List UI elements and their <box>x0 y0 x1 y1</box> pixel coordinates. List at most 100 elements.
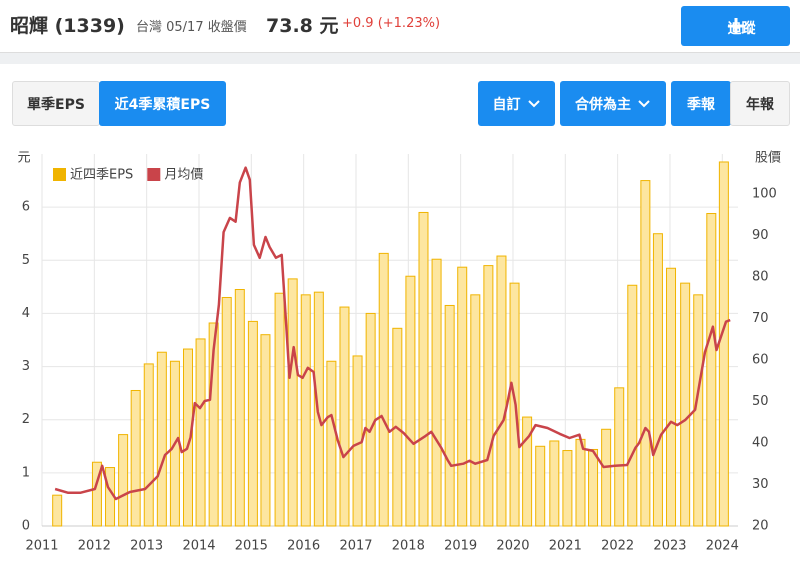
eps-bar <box>640 180 651 527</box>
follow-label: 追蹤 <box>727 21 756 37</box>
y2-tick-label: 60 <box>752 352 769 367</box>
eps-bar <box>652 233 663 527</box>
period-button[interactable]: 季報 <box>671 81 731 126</box>
x-tick-label: 2011 <box>25 539 58 554</box>
x-tick-label: 2014 <box>182 539 215 554</box>
legend-swatch <box>147 168 161 181</box>
x-tick-label: 2013 <box>130 539 163 554</box>
eps-bar <box>549 440 560 527</box>
y-tick-label: 6 <box>22 200 30 215</box>
eps-bar <box>300 294 311 527</box>
x-tick-label: 2024 <box>706 539 739 554</box>
x-tick-label: 2019 <box>444 539 477 554</box>
header: 昭輝 (1339) 台灣 05/17 收盤價 73.8 元 +0.9 (+1.2… <box>0 0 800 53</box>
eps-bar <box>718 161 729 527</box>
eps-bar <box>221 296 232 527</box>
eps-bar <box>601 428 612 527</box>
y-tick-label: 1 <box>22 465 30 480</box>
eps-bar <box>562 450 573 527</box>
legend-swatch <box>53 168 66 181</box>
eps-bar <box>666 267 677 527</box>
x-tick-label: 2023 <box>653 539 686 554</box>
y2-tick-label: 70 <box>752 311 769 326</box>
y2-tick-label: 100 <box>752 186 777 201</box>
filter-dropdown[interactable]: 自訂 <box>478 81 555 126</box>
x-tick-label: 2016 <box>287 539 320 554</box>
y-tick-label: 5 <box>22 253 30 268</box>
x-tick-label: 2022 <box>601 539 634 554</box>
y-tick-label: 2 <box>22 412 30 427</box>
period-button[interactable]: 年報 <box>730 81 790 126</box>
eps-bar <box>52 494 63 527</box>
x-tick-label: 2015 <box>235 539 268 554</box>
y-axis-label: 元 <box>17 151 30 166</box>
eps-bar <box>365 312 376 527</box>
eps-bar <box>287 278 298 527</box>
y2-tick-label: 30 <box>752 477 769 492</box>
eps-bar <box>274 292 285 527</box>
legend-label: 近四季EPS <box>70 168 133 183</box>
eps-bar <box>496 255 507 527</box>
chevron <box>527 99 540 107</box>
x-tick-label: 2018 <box>392 539 425 554</box>
y2-tick-label: 20 <box>752 519 769 534</box>
x-tick-label: 2017 <box>339 539 372 554</box>
chevron <box>638 99 650 107</box>
y2-tick-label: 40 <box>752 435 769 450</box>
y2-tick-label: 90 <box>752 228 769 243</box>
filter-label: 合併為主 <box>575 96 631 113</box>
eps-bar <box>535 445 546 527</box>
eps-bar <box>247 320 258 527</box>
x-tick-label: 2020 <box>496 539 529 554</box>
eps-bar <box>588 448 599 527</box>
y-tick-label: 4 <box>22 306 30 321</box>
y2-tick-label: 80 <box>752 269 769 284</box>
legend-label: 月均價 <box>164 168 203 183</box>
eps-bar <box>208 322 219 527</box>
eps-bar <box>183 348 194 527</box>
eps-bar <box>378 252 389 527</box>
x-tick-label: 2012 <box>78 539 111 554</box>
y-tick-label: 0 <box>22 519 30 534</box>
eps-bar <box>91 461 102 527</box>
y2-tick-label: 50 <box>752 394 769 409</box>
plus-icon <box>727 18 744 34</box>
eps-bar <box>118 434 129 527</box>
eps-bar <box>483 265 494 527</box>
eps-bar <box>457 266 468 527</box>
eps-bar <box>614 387 625 527</box>
y-tick-label: 3 <box>22 359 30 374</box>
eps-bar <box>234 289 245 527</box>
eps-bar <box>470 294 481 527</box>
y2-axis-label: 股價 <box>755 151 781 166</box>
eps-bar <box>130 389 141 527</box>
price: 73.8 元 <box>266 15 339 37</box>
eps-bar <box>405 275 416 527</box>
eps-bar <box>156 351 167 527</box>
price-change: +0.9 (+1.23%) <box>342 16 441 31</box>
stock-title: 昭輝 (1339) <box>10 15 125 37</box>
eps-bar <box>575 438 586 527</box>
eps-bar <box>680 282 691 527</box>
tab[interactable]: 單季EPS <box>12 81 100 126</box>
eps-bar <box>326 360 337 527</box>
filter-dropdown[interactable]: 合併為主 <box>560 81 666 126</box>
eps-bar <box>260 334 271 527</box>
eps-bar <box>706 213 717 527</box>
eps-bar <box>627 284 638 527</box>
tab-active[interactable]: 近4季累積EPS <box>99 81 226 126</box>
market-info: 台灣 05/17 收盤價 <box>136 20 247 35</box>
eps-bar <box>522 416 533 527</box>
price-line <box>54 166 731 501</box>
eps-bar <box>143 363 154 527</box>
x-tick-label: 2021 <box>549 539 582 554</box>
eps-bar <box>431 258 442 527</box>
eps-bar <box>418 211 429 527</box>
filter-label: 自訂 <box>492 96 521 113</box>
eps-bar <box>313 291 324 527</box>
eps-bar <box>444 304 455 527</box>
eps-bar <box>195 338 206 527</box>
follow-button[interactable]: 追蹤 <box>681 6 790 46</box>
